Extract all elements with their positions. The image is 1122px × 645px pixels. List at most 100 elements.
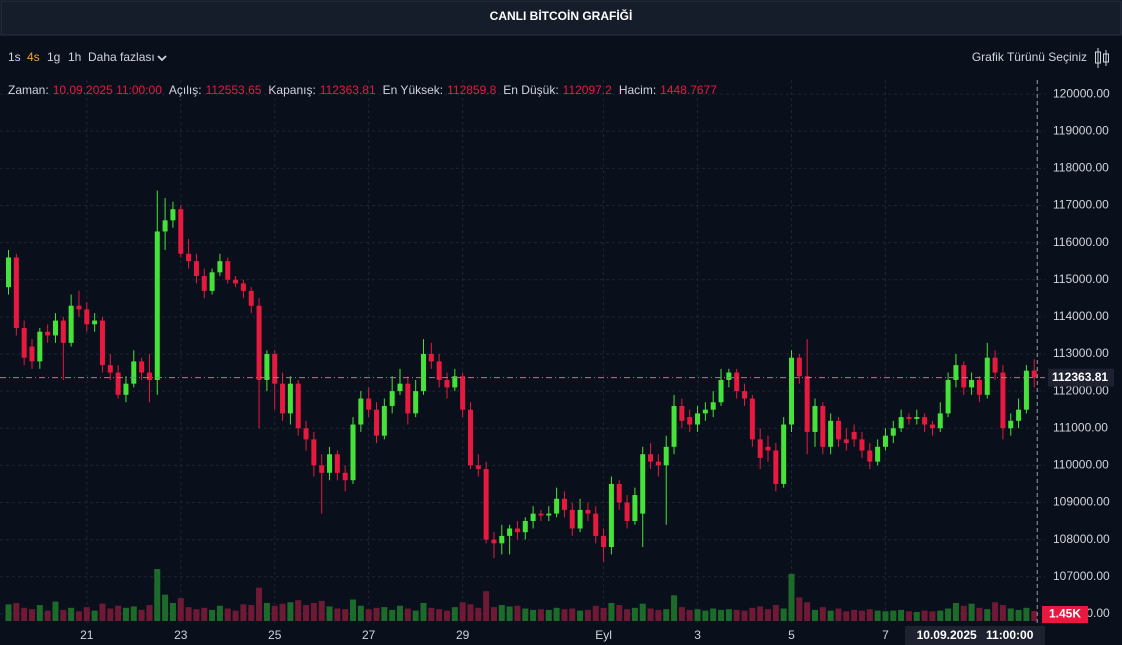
candle-body bbox=[37, 331, 43, 362]
volume-bar bbox=[36, 605, 43, 621]
candle-body bbox=[796, 357, 802, 377]
candle-body bbox=[843, 439, 849, 444]
candle-body bbox=[428, 353, 434, 362]
candle-body bbox=[491, 539, 497, 544]
volume-bar bbox=[584, 609, 591, 621]
volume-bar bbox=[686, 609, 693, 621]
volume-bar bbox=[874, 610, 881, 621]
candle-body bbox=[146, 372, 152, 380]
volume-bar bbox=[52, 601, 59, 621]
candle-body bbox=[76, 305, 82, 310]
candle-body bbox=[123, 383, 129, 395]
volume-bar bbox=[459, 602, 466, 621]
candle-body bbox=[397, 383, 403, 392]
candle-body bbox=[115, 372, 121, 395]
candle-body bbox=[29, 346, 35, 362]
chart-type-button[interactable]: Grafik Türünü Seçiniz bbox=[972, 50, 1087, 64]
candle-body bbox=[1023, 370, 1029, 410]
candle-body bbox=[170, 209, 176, 221]
candle-body bbox=[663, 446, 669, 466]
info-label: En Yüksek: bbox=[383, 83, 443, 97]
candle-body bbox=[624, 502, 630, 522]
candle-body bbox=[319, 465, 325, 473]
volume-bar bbox=[279, 603, 286, 621]
interval-button[interactable]: 1s bbox=[8, 50, 21, 64]
candle-body bbox=[835, 420, 841, 440]
candle-body bbox=[389, 391, 395, 406]
candle-body bbox=[233, 279, 239, 284]
interval-button[interactable]: 4s bbox=[27, 50, 40, 64]
volume-bar bbox=[318, 600, 325, 621]
candle-body bbox=[483, 469, 489, 540]
candle-body bbox=[890, 428, 896, 436]
info-value: 112363.81 bbox=[320, 83, 376, 97]
volume-bar bbox=[749, 607, 756, 621]
candle-body bbox=[922, 417, 928, 425]
interval-button[interactable]: 1g bbox=[47, 50, 60, 64]
volume-bar bbox=[193, 609, 200, 621]
volume-bar bbox=[545, 609, 552, 621]
candle-body bbox=[538, 513, 544, 516]
y-tick-label: 108000.00 bbox=[1053, 532, 1110, 546]
candle-body bbox=[280, 383, 286, 414]
volume-bar bbox=[1015, 609, 1022, 621]
volume-bar bbox=[639, 603, 646, 621]
y-tick-label: 116000.00 bbox=[1053, 235, 1109, 249]
volume-bar bbox=[671, 595, 678, 621]
info-label: Açılış: bbox=[169, 83, 202, 97]
volume-bar bbox=[436, 609, 443, 621]
volume-bar bbox=[514, 605, 521, 621]
volume-bar bbox=[404, 608, 411, 621]
candles bbox=[6, 190, 1037, 562]
info-value: 112859.8 bbox=[447, 83, 496, 97]
candle-body bbox=[287, 383, 293, 414]
volume-bar bbox=[232, 610, 239, 621]
candle-body bbox=[1016, 409, 1022, 421]
volume-bar bbox=[702, 610, 709, 621]
chart-type-icon[interactable] bbox=[1095, 48, 1109, 68]
candle-body bbox=[726, 372, 732, 380]
x-tick-label: 3 bbox=[694, 628, 701, 642]
volume-bar bbox=[882, 611, 889, 621]
volume-bar bbox=[921, 610, 928, 621]
candle-body bbox=[812, 405, 818, 432]
volume-bar bbox=[522, 608, 529, 621]
candle-body bbox=[217, 261, 223, 273]
interval-button[interactable]: 1h bbox=[68, 50, 81, 64]
candle-body bbox=[420, 353, 426, 392]
candle-body bbox=[632, 495, 638, 522]
candle-body bbox=[530, 513, 536, 522]
volume-bar bbox=[256, 587, 263, 621]
candle-body bbox=[749, 398, 755, 440]
y-tick-label: 114000.00 bbox=[1053, 309, 1109, 323]
candle-body bbox=[687, 417, 693, 425]
volume-bar bbox=[271, 605, 278, 621]
volume-bar bbox=[44, 610, 51, 621]
volume-bar bbox=[185, 607, 192, 621]
candle-body bbox=[577, 509, 583, 529]
volume-bar bbox=[866, 609, 873, 621]
candle-body bbox=[710, 402, 716, 410]
candle-body bbox=[6, 257, 11, 288]
more-button[interactable]: Daha fazlası bbox=[88, 50, 155, 64]
candle-body bbox=[984, 357, 990, 395]
volume-bar bbox=[592, 605, 599, 621]
y-tick-label: 107000.00 bbox=[1053, 569, 1110, 583]
x-tick-label: 29 bbox=[456, 628, 470, 642]
candle-body bbox=[765, 446, 771, 451]
volume-bar bbox=[788, 573, 795, 621]
info-label: Kapanış: bbox=[268, 83, 315, 97]
volume-bar bbox=[357, 605, 364, 621]
y-tick-label: 117000.00 bbox=[1053, 198, 1109, 212]
y-tick-label: 113000.00 bbox=[1053, 346, 1109, 360]
volume-bar bbox=[21, 607, 28, 621]
volume-bar bbox=[851, 609, 858, 621]
candle-body bbox=[804, 376, 810, 432]
volume-bar bbox=[796, 597, 803, 621]
info-label: En Düşük: bbox=[503, 83, 558, 97]
candle-body bbox=[99, 320, 105, 366]
candle-body bbox=[961, 365, 967, 388]
candle-body bbox=[882, 435, 888, 447]
volume-bar bbox=[999, 605, 1006, 621]
